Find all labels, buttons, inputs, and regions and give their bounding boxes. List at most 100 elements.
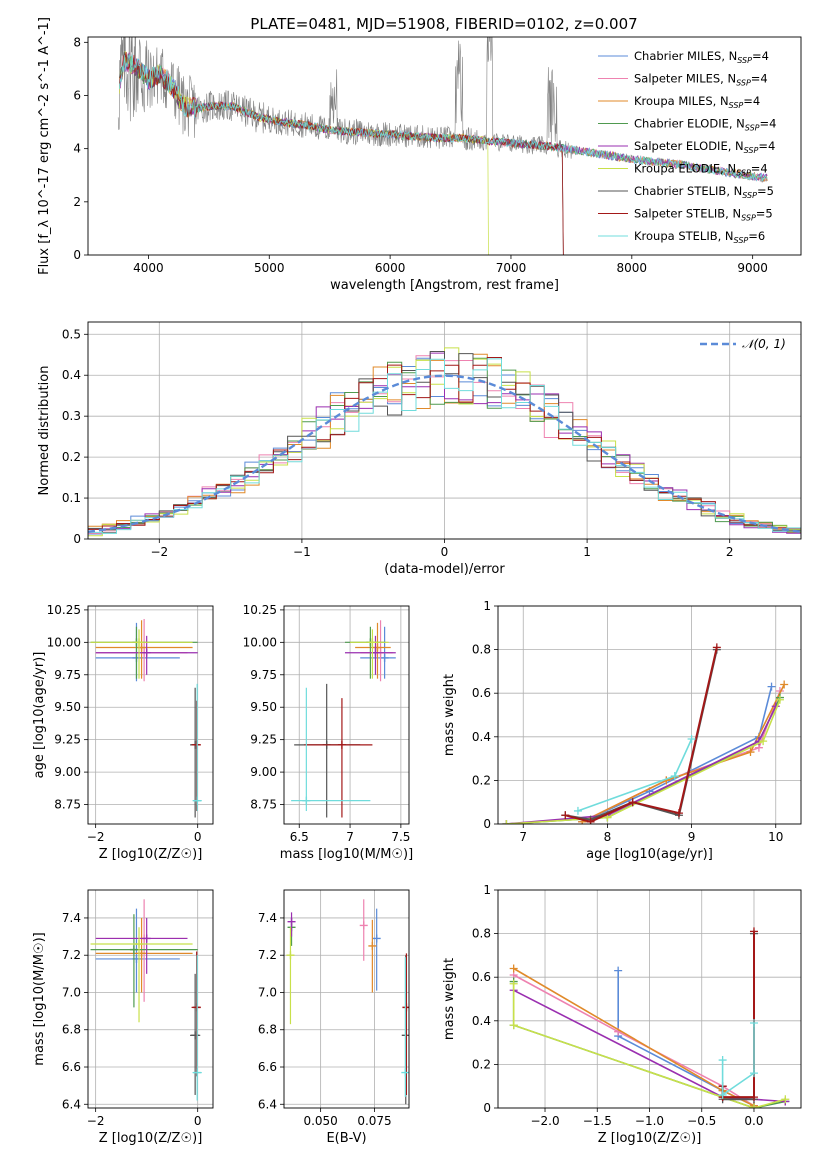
y-tick-label: 9.50 [250, 700, 277, 714]
weight_vs_Z-panel: −2.0 −1.5 −1.0 −0.5 0.0 0 0.2 0.4 0.6 0.8 1 Z [log1… [442, 883, 802, 1146]
data-point-chabrier_elodie [129, 945, 138, 954]
x-tick-label: −2 [150, 545, 168, 559]
age_vs_mass-panel: 6.5 7 7.5 8.75 9.00 9.25 9.50 9.75 10.00 10.25 mas… [243, 603, 414, 862]
y-tick-label: 6 [73, 88, 81, 102]
data-point-kroupa_stelib [687, 734, 696, 743]
data-point-salpeter_stelib [586, 817, 595, 824]
data-point-kroupa_stelib [749, 1069, 758, 1078]
data-point-chabrier_stelib [191, 1031, 200, 1040]
y-tick-label: 9.00 [54, 765, 81, 779]
x-tick-label: 7.5 [391, 830, 410, 844]
y-tick-label: 0.6 [472, 686, 491, 700]
age_vs_Z-panel: −2 0 8.75 9.00 9.25 9.50 9.75 10.00 10.25 Z [log1… [32, 603, 214, 862]
y-tick-label: 0.4 [62, 368, 81, 382]
y-tick-label: 0.2 [472, 773, 491, 787]
y-axis-label: mass weight [442, 958, 457, 1040]
data-point-kroupa_elodie [286, 951, 295, 960]
data-point-kroupa_elodie [749, 1104, 758, 1108]
x-tick-label: 10 [768, 830, 783, 844]
x-tick-label: 4000 [133, 261, 164, 275]
data-point-kroupa_miles [368, 941, 377, 950]
y-tick-label: 6.8 [258, 1023, 277, 1037]
mass_vs_ebv-plot-area [286, 899, 409, 1105]
y-tick-label: 0.3 [62, 409, 81, 423]
residuals-plot-area [88, 347, 801, 538]
x-tick-label: 0 [194, 1114, 202, 1128]
y-tick-label: 0.2 [472, 1057, 491, 1071]
x-axis-label: Z [log10(Z/Z☉)] [99, 1131, 203, 1146]
data-point-salpeter_stelib [674, 809, 683, 818]
data-point-kroupa_miles [509, 964, 518, 973]
x-tick-label: 0.050 [303, 1114, 337, 1128]
y-axis-label: mass weight [442, 674, 457, 756]
x-tick-label: 8000 [617, 261, 648, 275]
data-point-salpeter_stelib [337, 740, 346, 749]
y-tick-label: 7.4 [258, 911, 277, 925]
x-tick-label: 5000 [254, 261, 285, 275]
age_vs_mass-plot-area [291, 620, 396, 818]
axes-frame [87, 889, 214, 1109]
x-tick-label: −2 [87, 1114, 105, 1128]
gaussian-reference-curve [88, 374, 801, 533]
y-tick-label: 9.25 [54, 733, 81, 747]
residual-histogram-kroupa_stelib [88, 358, 801, 535]
spectrum-panel: 4000 5000 6000 7000 8000 9000 0 2 4 6 8 wavelength … [37, 17, 802, 293]
residuals-panel: −2 −1 0 1 2 0 0.1 0.2 0.3 0.4 0.5 (data-model)/erro… [37, 321, 802, 577]
data-point-kroupa_stelib [718, 1056, 727, 1065]
y-tick-label: 2 [73, 195, 81, 209]
legend-label: Kroupa STELIB, NSSP=6 [634, 229, 765, 245]
x-tick-label: −1.0 [635, 1114, 664, 1128]
y-tick-label: 0 [73, 532, 81, 546]
data-point-kroupa_stelib [718, 1090, 727, 1099]
y-tick-label: 8.75 [250, 798, 277, 812]
y-tick-label: 6.6 [62, 1060, 81, 1074]
data-point-salpeter_elodie [287, 917, 296, 926]
y-tick-label: 10.25 [47, 603, 81, 617]
x-tick-label: 2 [726, 545, 734, 559]
y-tick-label: 6.4 [258, 1097, 277, 1111]
age_vs_Z-plot-area [90, 618, 202, 818]
data-point-chabrier_miles [767, 682, 776, 691]
data-point-kroupa_stelib [193, 796, 202, 805]
weight_vs_Z-plot-area [509, 927, 790, 1108]
x-tick-label: 0 [194, 830, 202, 844]
data-point-kroupa_elodie [502, 820, 511, 824]
x-tick-label: −2 [87, 830, 105, 844]
series-line-kroupa_stelib [721, 1023, 755, 1097]
x-axis-label: (data-model)/error [384, 562, 505, 577]
y-tick-label: 9.25 [250, 733, 277, 747]
series-line-kroupa_elodie [512, 983, 786, 1108]
data-point-kroupa_miles [373, 643, 382, 652]
y-tick-label: 7.0 [258, 985, 277, 999]
y-tick-label: 9.00 [250, 765, 277, 779]
x-axis-label: age [log10(age/yr)] [586, 847, 713, 862]
data-point-salpeter_elodie [142, 648, 151, 657]
figure-title: PLATE=0481, MJD=51908, FIBERID=0102, z=0… [250, 15, 637, 33]
x-tick-label: 0.075 [357, 1114, 391, 1128]
y-tick-label: 0.6 [472, 970, 491, 984]
axes-frame [87, 321, 802, 540]
x-tick-label: 7 [519, 830, 527, 844]
y-tick-label: 0.5 [62, 327, 81, 341]
data-point-kroupa_elodie [781, 1095, 790, 1104]
legend-label: Chabrier STELIB, NSSP=5 [634, 184, 774, 200]
y-tick-label: 9.50 [54, 700, 81, 714]
data-point-salpeter_stelib [402, 1003, 409, 1012]
x-axis-label: Z [log10(Z/Z☉)] [99, 847, 203, 862]
x-tick-label: −1 [293, 545, 311, 559]
axes-frame [283, 889, 410, 1109]
x-tick-label: 6.5 [290, 830, 309, 844]
x-axis-label: E(B-V) [326, 1131, 366, 1146]
data-point-chabrier_miles [380, 653, 389, 662]
data-point-kroupa_stelib [670, 772, 679, 781]
y-tick-label: 0.4 [472, 730, 491, 744]
y-tick-label: 1 [483, 599, 491, 613]
axes-frame [87, 36, 802, 256]
y-tick-label: 0.1 [62, 491, 81, 505]
y-axis-label: Flux [f_λ 10^-17 erg cm^-2 s^-1 A^-1] [37, 17, 52, 275]
data-point-salpeter_stelib [749, 927, 758, 936]
data-point-kroupa_elodie [135, 638, 144, 647]
data-point-kroupa_stelib [401, 1068, 409, 1077]
y-tick-label: 8 [73, 35, 81, 49]
y-tick-label: 9.75 [250, 668, 277, 682]
